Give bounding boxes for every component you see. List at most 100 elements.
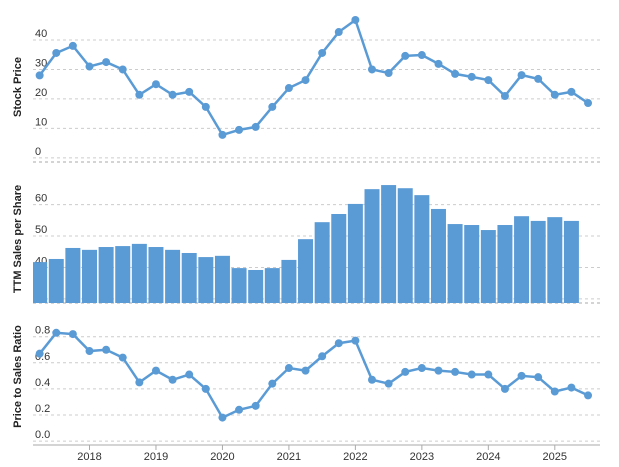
point bbox=[567, 87, 576, 96]
bar bbox=[314, 222, 330, 303]
point bbox=[135, 90, 144, 99]
point bbox=[351, 336, 360, 345]
point bbox=[467, 370, 476, 379]
y-tick-label: 0.2 bbox=[35, 403, 50, 415]
y-tick-label: 10 bbox=[35, 116, 47, 128]
point bbox=[484, 76, 493, 85]
point bbox=[52, 48, 61, 57]
point bbox=[201, 384, 210, 393]
bar bbox=[214, 255, 230, 303]
bar bbox=[447, 224, 463, 303]
point bbox=[251, 401, 260, 410]
point bbox=[235, 405, 244, 414]
point bbox=[334, 339, 343, 348]
point bbox=[401, 367, 410, 376]
y-tick-label: 0 bbox=[35, 146, 41, 158]
y-tick-label: 0.0 bbox=[35, 429, 50, 441]
x-tick-label: 2025 bbox=[543, 451, 567, 463]
point bbox=[451, 69, 460, 78]
bar bbox=[33, 262, 48, 303]
bar bbox=[115, 246, 131, 303]
point bbox=[135, 378, 144, 387]
point bbox=[168, 375, 177, 384]
point bbox=[384, 69, 393, 78]
point bbox=[584, 99, 593, 108]
y-tick-label: 30 bbox=[35, 57, 47, 69]
point bbox=[218, 130, 227, 139]
point bbox=[52, 328, 61, 337]
line bbox=[38, 331, 589, 420]
point bbox=[218, 413, 227, 422]
x-tick-label: 2024 bbox=[476, 451, 500, 463]
y-axis-label: TTM Sales per Share bbox=[12, 185, 24, 293]
plot bbox=[35, 15, 593, 139]
point bbox=[550, 90, 559, 99]
point bbox=[550, 387, 559, 396]
point bbox=[500, 91, 509, 100]
bar bbox=[347, 203, 363, 303]
line bbox=[38, 17, 589, 137]
y-tick-label: 0.8 bbox=[35, 325, 50, 337]
point bbox=[102, 345, 111, 354]
plot bbox=[33, 185, 579, 303]
point bbox=[467, 72, 476, 81]
point bbox=[185, 87, 194, 96]
bar bbox=[364, 189, 380, 303]
x-tick-label: 2019 bbox=[144, 451, 168, 463]
point bbox=[284, 364, 293, 373]
point bbox=[384, 379, 393, 388]
point bbox=[334, 28, 343, 37]
point bbox=[168, 90, 177, 99]
point bbox=[417, 51, 426, 60]
point bbox=[417, 364, 426, 373]
point bbox=[368, 65, 377, 74]
bar bbox=[563, 220, 579, 303]
bar bbox=[264, 268, 280, 303]
point bbox=[534, 74, 543, 83]
bar bbox=[165, 249, 181, 303]
y-tick-label: 60 bbox=[35, 193, 47, 205]
point bbox=[534, 373, 543, 382]
bar bbox=[198, 257, 214, 303]
bar bbox=[464, 225, 480, 303]
bar bbox=[547, 217, 563, 303]
point bbox=[201, 102, 210, 111]
point bbox=[251, 122, 260, 131]
bar bbox=[397, 188, 413, 303]
point bbox=[484, 370, 493, 379]
x-tick-label: 2018 bbox=[77, 451, 101, 463]
bar bbox=[131, 243, 147, 303]
bar bbox=[98, 247, 114, 303]
point bbox=[85, 347, 94, 356]
point bbox=[235, 125, 244, 134]
bar bbox=[514, 216, 530, 303]
bar bbox=[181, 252, 197, 303]
bar bbox=[298, 239, 314, 303]
x-tick-label: 2023 bbox=[410, 451, 434, 463]
y-tick-label: 20 bbox=[35, 87, 47, 99]
y-tick-label: 40 bbox=[35, 28, 47, 40]
point bbox=[517, 71, 526, 80]
bar bbox=[381, 185, 397, 303]
plot bbox=[35, 328, 593, 422]
y-tick-label: 0.4 bbox=[35, 377, 50, 389]
point bbox=[351, 15, 360, 24]
bar bbox=[231, 268, 247, 303]
point bbox=[68, 330, 77, 339]
bar bbox=[248, 269, 264, 303]
bar bbox=[65, 247, 81, 303]
point bbox=[102, 58, 111, 67]
point bbox=[185, 370, 194, 379]
y-tick-label: 50 bbox=[35, 224, 47, 236]
bar bbox=[497, 225, 513, 303]
y-axis-label: Price to Sales Ratio bbox=[12, 325, 24, 428]
point bbox=[301, 366, 310, 375]
bar bbox=[281, 259, 297, 303]
point bbox=[567, 383, 576, 392]
x-tick-label: 2022 bbox=[343, 451, 367, 463]
bar bbox=[414, 195, 430, 303]
bar bbox=[480, 230, 496, 303]
point bbox=[268, 379, 277, 388]
bar bbox=[82, 249, 98, 303]
